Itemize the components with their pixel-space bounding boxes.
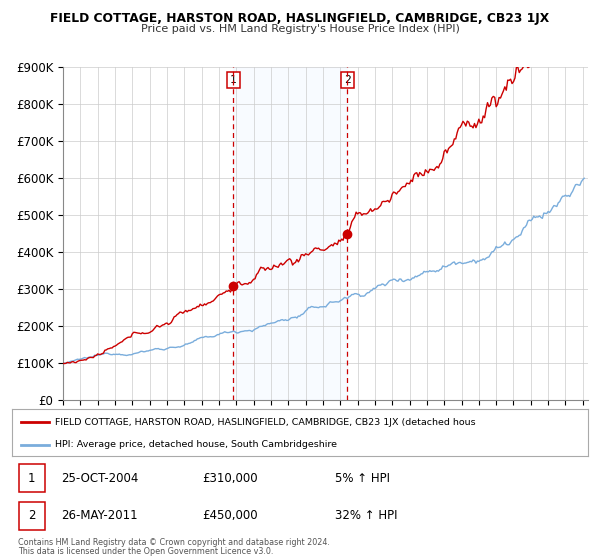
Text: Price paid vs. HM Land Registry's House Price Index (HPI): Price paid vs. HM Land Registry's House … [140,24,460,34]
FancyBboxPatch shape [19,502,45,530]
Text: Contains HM Land Registry data © Crown copyright and database right 2024.: Contains HM Land Registry data © Crown c… [18,538,330,547]
Text: 2: 2 [28,510,35,522]
Text: FIELD COTTAGE, HARSTON ROAD, HASLINGFIELD, CAMBRIDGE, CB23 1JX (detached hous: FIELD COTTAGE, HARSTON ROAD, HASLINGFIEL… [55,418,476,427]
Text: HPI: Average price, detached house, South Cambridgeshire: HPI: Average price, detached house, Sout… [55,440,337,449]
Bar [233,67,347,400]
Text: FIELD COTTAGE, HARSTON ROAD, HASLINGFIELD, CAMBRIDGE, CB23 1JX: FIELD COTTAGE, HARSTON ROAD, HASLINGFIEL… [50,12,550,25]
Text: 1: 1 [28,472,35,484]
Text: 1: 1 [230,75,236,85]
Text: £450,000: £450,000 [202,510,258,522]
FancyBboxPatch shape [19,464,45,492]
Text: 5% ↑ HPI: 5% ↑ HPI [335,472,389,484]
Text: 25-OCT-2004: 25-OCT-2004 [61,472,139,484]
Text: 2: 2 [344,75,350,85]
Text: 26-MAY-2011: 26-MAY-2011 [61,510,137,522]
Text: This data is licensed under the Open Government Licence v3.0.: This data is licensed under the Open Gov… [18,547,274,556]
Text: 32% ↑ HPI: 32% ↑ HPI [335,510,397,522]
Text: £310,000: £310,000 [202,472,258,484]
